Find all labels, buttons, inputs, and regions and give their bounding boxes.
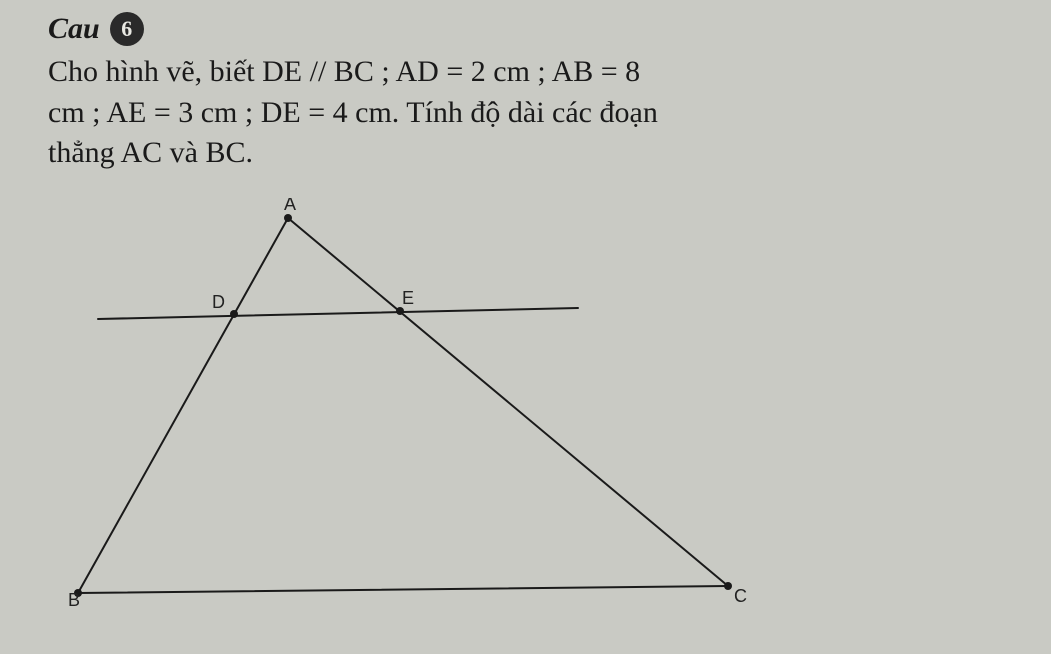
page: Cau 6 Cho hình vẽ, biết DE // BC ; AD = … [0, 0, 1051, 654]
title-word: Cau [48, 12, 100, 46]
problem-line-3: thẳng AC và BC. [48, 133, 1008, 174]
svg-text:C: C [734, 586, 747, 606]
question-title: Cau 6 [48, 12, 1023, 46]
problem-line-2: cm ; AE = 3 cm ; DE = 4 cm. Tính độ dài … [48, 93, 1008, 134]
svg-text:A: A [284, 198, 296, 214]
triangle-diagram-svg: A D E B C [38, 198, 758, 608]
svg-text:B: B [68, 590, 80, 608]
geometry-diagram: A D E B C [38, 198, 1023, 608]
svg-text:D: D [212, 292, 225, 312]
question-number-badge: 6 [110, 12, 144, 46]
problem-line-1: Cho hình vẽ, biết DE // BC ; AD = 2 cm ;… [48, 52, 1008, 93]
problem-text: Cho hình vẽ, biết DE // BC ; AD = 2 cm ;… [48, 52, 1008, 174]
svg-text:E: E [402, 288, 414, 308]
question-number: 6 [121, 16, 132, 42]
